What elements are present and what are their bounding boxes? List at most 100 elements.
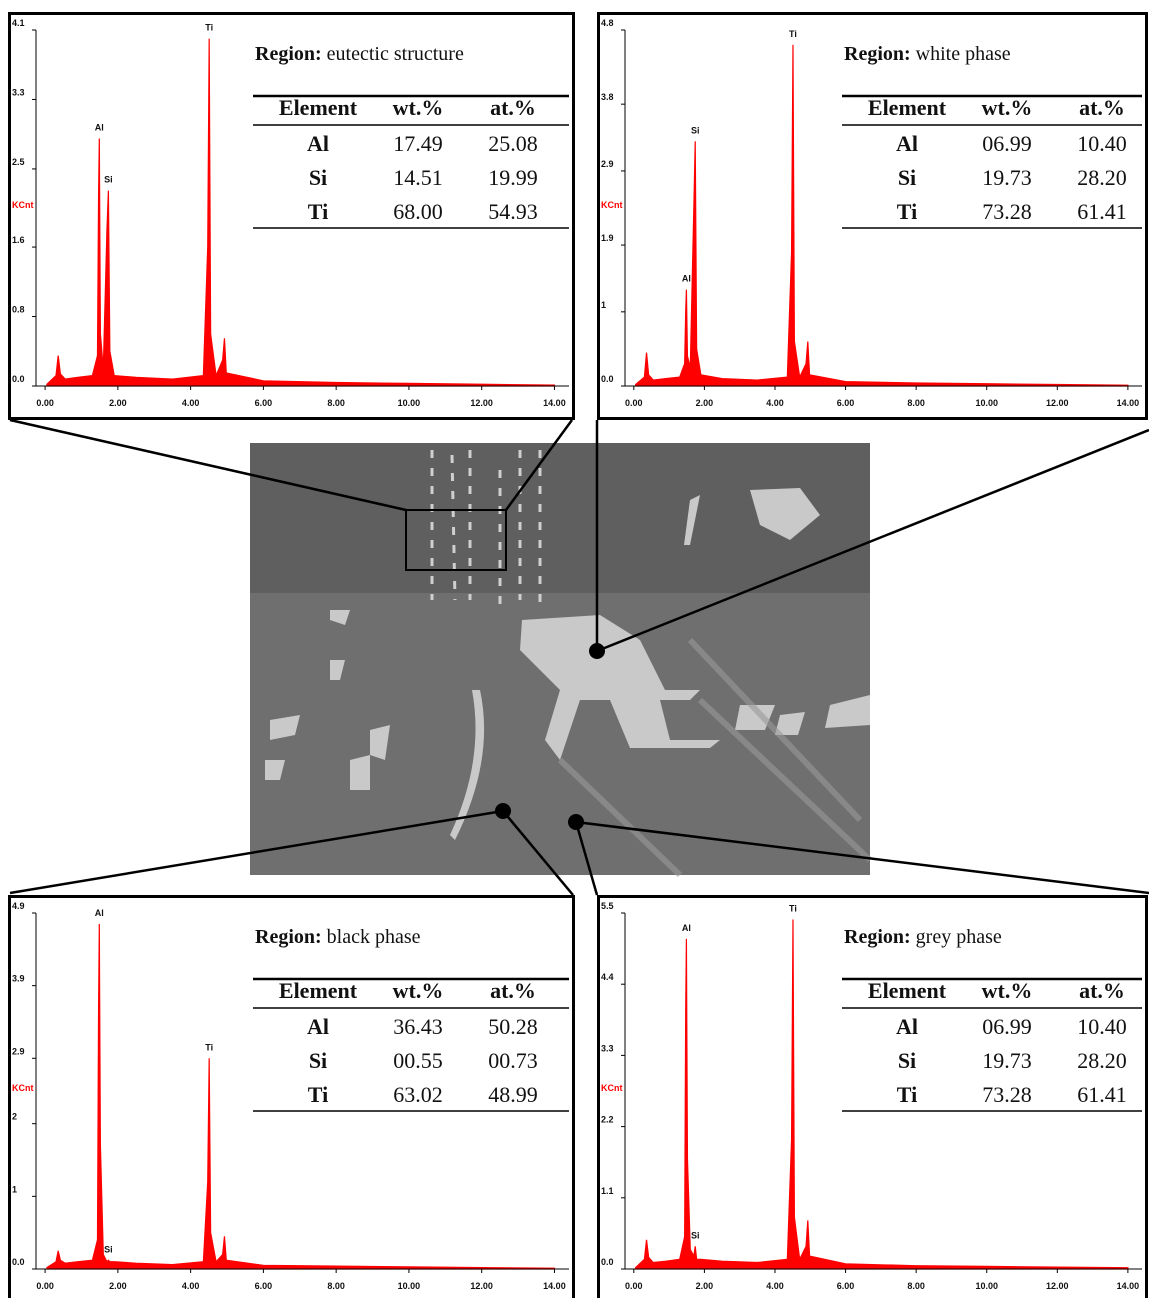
sem-image — [250, 443, 870, 875]
peak-label: Ti — [205, 23, 213, 33]
x-tick-label: 0.00 — [36, 398, 54, 408]
y-tick-label: 0.8 — [12, 305, 25, 315]
region-title: Region: black phase — [255, 926, 421, 948]
table-cell: Al — [307, 1014, 329, 1039]
table-cell: 73.28 — [982, 1082, 1032, 1107]
x-tick-label: 12.00 — [470, 1281, 493, 1291]
y-tick-label: 4.9 — [12, 901, 25, 911]
peak-label: Al — [95, 908, 104, 918]
x-tick-label: 8.00 — [327, 398, 345, 408]
table-cell: 00.73 — [488, 1048, 538, 1073]
table-cell: 19.73 — [982, 165, 1032, 190]
region-label: Region: — [255, 926, 322, 948]
table-cell: Si — [309, 1048, 327, 1073]
y-tick-label: 3.3 — [12, 87, 25, 97]
table-cell: 19.73 — [982, 1048, 1032, 1073]
table-cell: 54.93 — [488, 199, 538, 224]
region-name: eutectic structure — [327, 43, 464, 65]
x-tick-label: 0.00 — [625, 1281, 643, 1291]
table-cell: Si — [898, 165, 916, 190]
y-tick-label: 1 — [601, 300, 606, 310]
region-title: Region: white phase — [844, 43, 1011, 65]
table-header: Element — [868, 95, 947, 120]
region-name: white phase — [916, 43, 1011, 65]
x-tick-label: 2.00 — [109, 1281, 127, 1291]
table-header: Element — [868, 978, 947, 1003]
table-cell: Al — [896, 131, 918, 156]
region-label: Region: — [844, 926, 911, 948]
y-tick-label: 2.5 — [12, 157, 25, 167]
x-tick-label: 6.00 — [255, 1281, 273, 1291]
table-cell: 28.20 — [1077, 165, 1127, 190]
y-tick-label: 1.9 — [601, 233, 614, 243]
x-tick-label: 8.00 — [907, 398, 925, 408]
x-tick-label: 6.00 — [255, 398, 273, 408]
table-cell: 61.41 — [1077, 1082, 1127, 1107]
x-tick-label: 4.00 — [766, 1281, 784, 1291]
x-tick-label: 4.00 — [766, 398, 784, 408]
table-cell: Ti — [308, 199, 328, 224]
region-name: black phase — [327, 926, 421, 948]
x-tick-label: 4.00 — [182, 1281, 200, 1291]
panel-frame — [599, 14, 1147, 419]
y-tick-label: 4.1 — [12, 18, 25, 28]
x-tick-label: 8.00 — [327, 1281, 345, 1291]
table-cell: 36.43 — [393, 1014, 443, 1039]
table-cell: 06.99 — [982, 1014, 1032, 1039]
table-header: at.% — [1079, 95, 1125, 120]
region-label: Region: — [844, 43, 911, 65]
table-header: wt.% — [982, 978, 1033, 1003]
region-label: Region: — [255, 43, 322, 65]
x-tick-label: 2.00 — [696, 398, 714, 408]
y-tick-label: 4.4 — [601, 972, 614, 982]
x-tick-label: 12.00 — [1046, 1281, 1069, 1291]
x-tick-label: 0.00 — [625, 398, 643, 408]
y-tick-label: 5.5 — [601, 901, 614, 911]
x-tick-label: 2.00 — [109, 398, 127, 408]
x-tick-label: 8.00 — [907, 1281, 925, 1291]
table-cell: Si — [898, 1048, 916, 1073]
table-cell: Ti — [897, 1082, 917, 1107]
table-cell: 48.99 — [488, 1082, 538, 1107]
x-tick-label: 6.00 — [837, 398, 855, 408]
y-tick-label: 2.9 — [12, 1046, 25, 1056]
x-tick-label: 14.00 — [1117, 398, 1140, 408]
y-axis-label: KCnt — [12, 1083, 34, 1093]
x-tick-label: 12.00 — [1046, 398, 1069, 408]
region-name: grey phase — [916, 926, 1002, 948]
y-tick-label: 4.8 — [601, 18, 614, 28]
table-cell: Ti — [897, 199, 917, 224]
table-cell: 10.40 — [1077, 1014, 1127, 1039]
table-cell: 68.00 — [393, 199, 443, 224]
x-tick-label: 14.00 — [1117, 1281, 1140, 1291]
table-cell: 28.20 — [1077, 1048, 1127, 1073]
table-cell: 17.49 — [393, 131, 443, 156]
region-title: Region: grey phase — [844, 926, 1002, 948]
peak-label: Al — [682, 274, 691, 284]
table-cell: 61.41 — [1077, 199, 1127, 224]
table-cell: Ti — [308, 1082, 328, 1107]
table-cell: 25.08 — [488, 131, 538, 156]
table-cell: 19.99 — [488, 165, 538, 190]
x-tick-label: 10.00 — [398, 1281, 421, 1291]
table-cell: 14.51 — [393, 165, 443, 190]
table-header: wt.% — [982, 95, 1033, 120]
y-tick-label: 3.9 — [12, 974, 25, 984]
peak-label: Ti — [789, 29, 797, 39]
table-cell: 63.02 — [393, 1082, 443, 1107]
peak-label: Si — [104, 175, 113, 185]
peak-label: Ti — [789, 903, 797, 913]
table-cell: Al — [896, 1014, 918, 1039]
table-cell: 10.40 — [1077, 131, 1127, 156]
table-cell: 73.28 — [982, 199, 1032, 224]
table-cell: 50.28 — [488, 1014, 538, 1039]
region-title: Region: eutectic structure — [255, 43, 464, 65]
x-tick-label: 4.00 — [182, 398, 200, 408]
x-tick-label: 12.00 — [470, 398, 493, 408]
x-tick-label: 2.00 — [696, 1281, 714, 1291]
peak-label: Ti — [205, 1042, 213, 1052]
peak-label: Si — [691, 125, 700, 135]
peak-label: Al — [682, 923, 691, 933]
table-header: at.% — [490, 978, 536, 1003]
table-header: Element — [279, 978, 358, 1003]
